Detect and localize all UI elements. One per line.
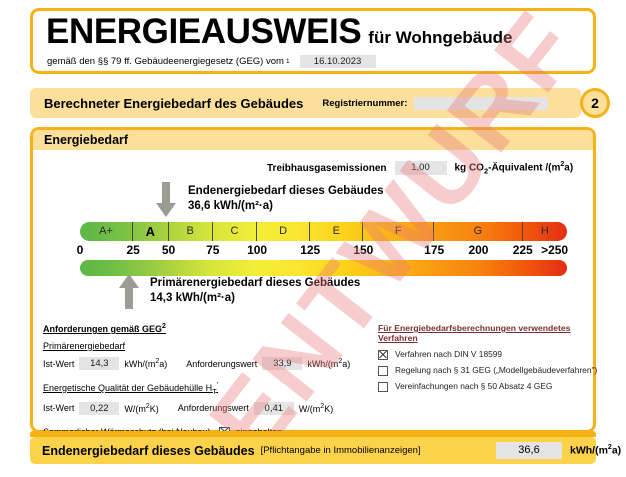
energy-class-h: H xyxy=(540,225,549,237)
envelope-requirement-subheading: Energetische Qualität der Gebäudehülle H… xyxy=(43,382,219,396)
greenhouse-gas-unit: kg CO2-Äquivalent /(m2a) xyxy=(454,161,574,176)
scale-tick-7: 175 xyxy=(424,243,445,257)
requirements-section: Anforderungen gemäß GEG2 Primärenergiebe… xyxy=(43,323,353,438)
procedure-item-0[interactable]: Verfahren nach DIN V 18599 xyxy=(378,349,603,360)
energy-class-aplus: A+ xyxy=(80,222,134,241)
primary-anf-unit: kWh/(m2a) xyxy=(307,358,351,369)
primary-energy-scale-gradient xyxy=(80,260,567,276)
energy-class-c: C xyxy=(213,222,258,241)
primary-anf-value[interactable]: 33,9 xyxy=(262,357,303,370)
greenhouse-gas-label: Treibhausgasemissionen xyxy=(267,162,387,174)
energy-class-a: A xyxy=(133,222,169,241)
section-header-band: Berechneter Energiebedarf des Gebäudes R… xyxy=(30,88,581,118)
legal-reference-row: gemäß den §§ 79 ff. Gebäudeenergiegesetz… xyxy=(47,55,376,68)
energy-demand-panel: Energiebedarf Treibhausgasemissionen 1,0… xyxy=(30,127,597,438)
procedure-label-2: Vereinfachungen nach § 50 Absatz 4 GEG xyxy=(395,381,553,391)
footer-title: Endenergiebedarf dieses Gebäudes xyxy=(42,443,255,458)
legal-reference-text: gemäß den §§ 79 ff. Gebäudeenergiegesetz… xyxy=(47,56,284,67)
primary-energy-requirement-row: Ist-Wert 14,3 kWh/(m2a) Anforderungswert… xyxy=(43,357,353,370)
footer-unit: kWh/(m2a) xyxy=(570,444,622,457)
primary-energy-label: Primärenergiebedarf dieses Gebäudes xyxy=(150,277,361,289)
primary-ist-unit: kWh/(m2a) xyxy=(124,358,168,369)
scale-tick-4: 100 xyxy=(247,243,268,257)
envelope-anf-unit: W/(m2K) xyxy=(298,402,334,414)
scale-tick-5: 125 xyxy=(300,243,321,257)
energy-demand-panel-header: Energiebedarf xyxy=(33,130,593,150)
primary-energy-value: 14,3 kWh/(m²·a) xyxy=(150,292,235,304)
energy-class-g: G xyxy=(434,222,523,241)
envelope-ist-label: Ist-Wert xyxy=(43,403,75,414)
procedure-label-0: Verfahren nach DIN V 18599 xyxy=(395,349,503,359)
issue-date-field[interactable]: 16.10.2023 xyxy=(299,55,376,68)
footer-band: Endenergiebedarf dieses Gebäudes [Pflich… xyxy=(30,437,621,464)
registration-number-field[interactable] xyxy=(414,96,549,110)
energy-class-d: D xyxy=(257,222,311,241)
energy-class-scale-gradient xyxy=(80,222,567,241)
primary-energy-label-block: Primärenergiebedarf dieses Gebäudes 14,3… xyxy=(150,276,360,306)
final-energy-value: 36,6 kWh/(m²·a) xyxy=(188,200,273,212)
legal-footnote-marker: 1 xyxy=(285,58,290,65)
requirements-heading: Anforderungen gemäß GEG2 xyxy=(43,323,166,334)
primary-energy-arrow-icon xyxy=(119,274,139,309)
greenhouse-gas-row: Treibhausgasemissionen 1,00 kg CO2-Äquiv… xyxy=(267,161,573,175)
envelope-ist-unit: W/(m2K) xyxy=(124,402,159,414)
primary-ist-label: Ist-Wert xyxy=(43,358,75,369)
scale-tick-3: 75 xyxy=(206,243,220,257)
energy-class-scale-ticks: 0 25 50 75 100 125 150 175 200 225 >250 xyxy=(53,243,593,258)
procedure-item-1[interactable]: Regelung nach § 31 GEG („Modellgebäudeve… xyxy=(378,365,603,376)
energy-demand-panel-title: Energiebedarf xyxy=(44,133,129,147)
header-band: ENERGIEAUSWEIS für Wohngebäude gemäß den… xyxy=(30,8,596,74)
calculation-procedure-heading: Für Energiebedarfsberechnungen verwendet… xyxy=(378,323,571,343)
final-energy-arrow-icon xyxy=(156,182,176,217)
procedure-item-2[interactable]: Vereinfachungen nach § 50 Absatz 4 GEG xyxy=(378,381,603,392)
calculation-procedure-list: Verfahren nach DIN V 18599 Regelung nach … xyxy=(378,349,603,392)
final-energy-label-block: Endenergiebedarf dieses Gebäudes 36,6 kW… xyxy=(188,184,384,214)
scale-tick-0: 0 xyxy=(76,243,84,257)
envelope-requirement-row: Ist-Wert 0,22 W/(m2K) Anforderungswert 0… xyxy=(43,401,353,415)
greenhouse-gas-value[interactable]: 1,00 xyxy=(394,161,447,176)
energy-class-letters: A+ A B C D E F G H xyxy=(80,222,567,241)
procedure-checkbox-1[interactable] xyxy=(378,366,388,376)
procedure-checkbox-2[interactable] xyxy=(378,382,388,392)
calculation-procedure-section: Für Energiebedarfsberechnungen verwendet… xyxy=(378,323,603,397)
page-number-badge: 2 xyxy=(580,88,610,118)
scale-tick-9: 225 xyxy=(512,243,533,257)
registration-number-label: Registriernummer: xyxy=(322,97,408,109)
procedure-checkbox-0[interactable] xyxy=(378,350,388,360)
scale-tick-8: 200 xyxy=(468,243,489,257)
footer-accent-strip xyxy=(30,431,596,437)
footer-note: [Pflichtangabe in Immobilienanzeigen] xyxy=(260,445,421,456)
energy-class-e: E xyxy=(310,222,364,241)
envelope-ist-value[interactable]: 0,22 xyxy=(79,401,120,415)
scale-tick-6: 150 xyxy=(353,243,374,257)
primary-energy-requirement-subheading: Primärenergiebedarf xyxy=(43,341,126,351)
procedure-label-1: Regelung nach § 31 GEG („Modellgebäudeve… xyxy=(395,365,598,375)
envelope-anf-value[interactable]: 0,41 xyxy=(253,401,294,415)
footer-final-energy-value[interactable]: 36,6 xyxy=(496,442,562,459)
title-main: ENERGIEAUSWEIS xyxy=(46,12,362,51)
requirements-footnote-marker: 2 xyxy=(162,323,166,330)
title-subtitle: für Wohngebäude xyxy=(368,28,513,47)
energy-class-b: B xyxy=(169,222,213,241)
final-energy-label: Endenergiebedarf dieses Gebäudes xyxy=(188,185,384,197)
energy-class-scale: A+ A B C D E F G H xyxy=(80,222,567,241)
scale-tick-1: 25 xyxy=(126,243,140,257)
energy-class-f: F xyxy=(363,222,435,241)
document-title: ENERGIEAUSWEIS für Wohngebäude xyxy=(46,13,512,57)
primary-anf-label: Anforderungswert xyxy=(186,358,258,369)
section-title: Berechneter Energiebedarf des Gebäudes xyxy=(44,95,304,111)
scale-tick-10: >250 xyxy=(541,243,569,257)
primary-ist-value[interactable]: 14,3 xyxy=(79,357,120,370)
envelope-anf-label: Anforderungswert xyxy=(177,403,249,414)
scale-tick-2: 50 xyxy=(161,243,176,257)
